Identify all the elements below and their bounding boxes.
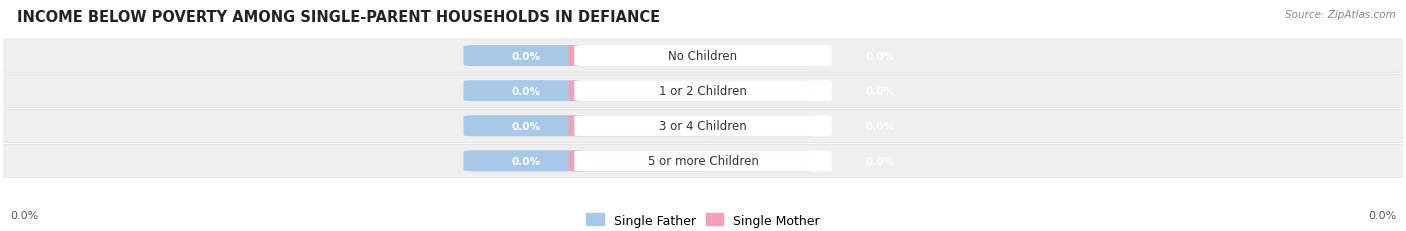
Text: No Children: No Children bbox=[668, 50, 738, 63]
FancyBboxPatch shape bbox=[574, 116, 832, 137]
FancyBboxPatch shape bbox=[464, 81, 713, 102]
Text: INCOME BELOW POVERTY AMONG SINGLE-PARENT HOUSEHOLDS IN DEFIANCE: INCOME BELOW POVERTY AMONG SINGLE-PARENT… bbox=[17, 9, 659, 24]
Text: 0.0%: 0.0% bbox=[866, 86, 894, 96]
Text: Source: ZipAtlas.com: Source: ZipAtlas.com bbox=[1285, 9, 1396, 19]
Text: 0.0%: 0.0% bbox=[512, 156, 540, 166]
FancyBboxPatch shape bbox=[464, 46, 713, 67]
Text: 0.0%: 0.0% bbox=[10, 210, 38, 220]
Text: 0.0%: 0.0% bbox=[866, 51, 894, 61]
Text: 0.0%: 0.0% bbox=[512, 51, 540, 61]
Text: 1 or 2 Children: 1 or 2 Children bbox=[659, 85, 747, 98]
Text: 3 or 4 Children: 3 or 4 Children bbox=[659, 120, 747, 133]
FancyBboxPatch shape bbox=[0, 110, 1406, 143]
FancyBboxPatch shape bbox=[464, 116, 713, 137]
Text: 0.0%: 0.0% bbox=[866, 121, 894, 131]
FancyBboxPatch shape bbox=[0, 145, 1406, 178]
FancyBboxPatch shape bbox=[464, 151, 713, 172]
Text: 0.0%: 0.0% bbox=[866, 156, 894, 166]
FancyBboxPatch shape bbox=[568, 46, 818, 67]
FancyBboxPatch shape bbox=[568, 151, 818, 172]
Legend: Single Father, Single Mother: Single Father, Single Mother bbox=[586, 213, 820, 227]
Text: 0.0%: 0.0% bbox=[512, 121, 540, 131]
Text: 5 or more Children: 5 or more Children bbox=[648, 155, 758, 168]
Text: 0.0%: 0.0% bbox=[512, 86, 540, 96]
FancyBboxPatch shape bbox=[0, 40, 1406, 73]
FancyBboxPatch shape bbox=[574, 151, 832, 172]
FancyBboxPatch shape bbox=[0, 75, 1406, 108]
FancyBboxPatch shape bbox=[568, 116, 818, 137]
FancyBboxPatch shape bbox=[574, 81, 832, 102]
Text: 0.0%: 0.0% bbox=[1368, 210, 1396, 220]
FancyBboxPatch shape bbox=[568, 81, 818, 102]
FancyBboxPatch shape bbox=[574, 46, 832, 67]
